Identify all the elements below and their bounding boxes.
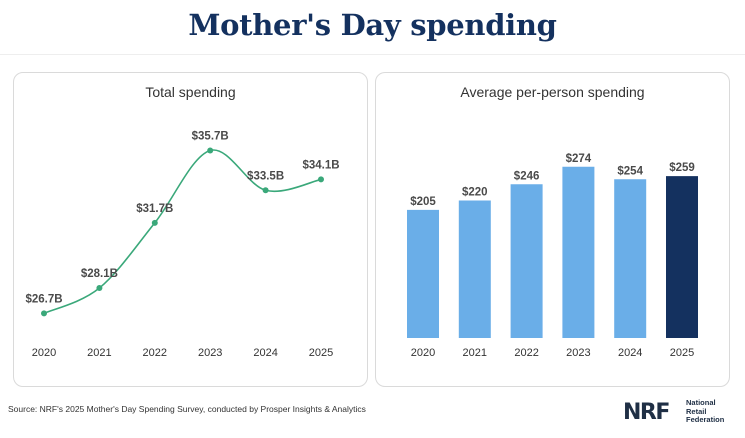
line-x-tick-2024: 2024 [253, 347, 277, 359]
source-note: Source: NRF's 2025 Mother's Day Spending… [8, 404, 366, 414]
bar-x-tick-2023: 2023 [566, 347, 590, 359]
line-x-tick-2021: 2021 [87, 347, 111, 359]
line-x-tick-2023: 2023 [198, 347, 222, 359]
line-value-label-2024: $33.5B [247, 170, 284, 182]
nrf-logo-line-2: Retail [686, 406, 707, 416]
bar-2021 [458, 200, 491, 338]
line-value-label-2020: $26.7B [25, 293, 62, 305]
total-spending-chart: $26.7B 2020 $28.1B 2021 $31.7B 2022 $35.7B 2023… [25, 130, 339, 359]
bar-value-label-2023: $274 [566, 153, 592, 165]
title-divider [0, 54, 745, 55]
bar-x-tick-2021: 2021 [463, 347, 487, 359]
line-value-label-2021: $28.1B [81, 268, 118, 280]
per-person-spending-title: Average per-person spending [460, 84, 645, 100]
bar-value-label-2024: $254 [617, 165, 643, 177]
nrf-logo-line-1: National [686, 398, 716, 407]
line-point-2022 [151, 219, 158, 226]
nrf-logo-line-3: Federation [686, 415, 725, 424]
bar-value-label-2022: $246 [514, 170, 540, 182]
line-value-label-2025: $34.1B [302, 159, 339, 171]
line-value-label-2022: $31.7B [136, 203, 173, 215]
line-point-2023 [207, 147, 214, 154]
bar-x-tick-2024: 2024 [618, 347, 642, 359]
line-point-2025 [318, 176, 324, 183]
line-value-label-2023: $35.7B [192, 130, 229, 142]
line-x-tick-2025: 2025 [309, 347, 333, 359]
per-person-spending-card: Average per-person spending $205 2020 $220… [375, 72, 730, 387]
total-spending-title: Total spending [145, 84, 236, 100]
bar-value-label-2025: $259 [669, 162, 695, 174]
nrf-logo-text: National Retail Federation [686, 398, 725, 425]
per-person-spending-chart: $205 2020 $220 2021 $246 2022 $274 2023 $254 2024… [407, 153, 698, 359]
bar-2024 [614, 179, 647, 338]
line-point-2021 [96, 285, 103, 291]
line-point-2020 [41, 310, 47, 317]
bar-value-label-2021: $220 [462, 187, 488, 199]
bar-x-tick-2022: 2022 [514, 347, 538, 359]
bar-2020 [407, 209, 439, 338]
bar-2023 [562, 166, 595, 338]
page-title: Mother's Day spending [188, 8, 557, 42]
nrf-logo-mark: NRF [623, 400, 670, 425]
line-x-tick-2022: 2022 [143, 347, 167, 359]
nrf-logo: NRF National Retail Federation [623, 398, 735, 428]
line-point-2024 [262, 187, 269, 194]
bar-value-label-2020: $205 [410, 196, 436, 208]
line-x-tick-2020: 2020 [32, 347, 56, 359]
bar-x-tick-2025: 2025 [670, 347, 694, 359]
bar-x-tick-2020: 2020 [411, 347, 435, 359]
total-spending-card: Total spending $26.7B 2020 $28.1B 2021 $31.7… [13, 72, 368, 387]
bar-2022 [510, 184, 543, 338]
bar-2025 [666, 176, 698, 338]
